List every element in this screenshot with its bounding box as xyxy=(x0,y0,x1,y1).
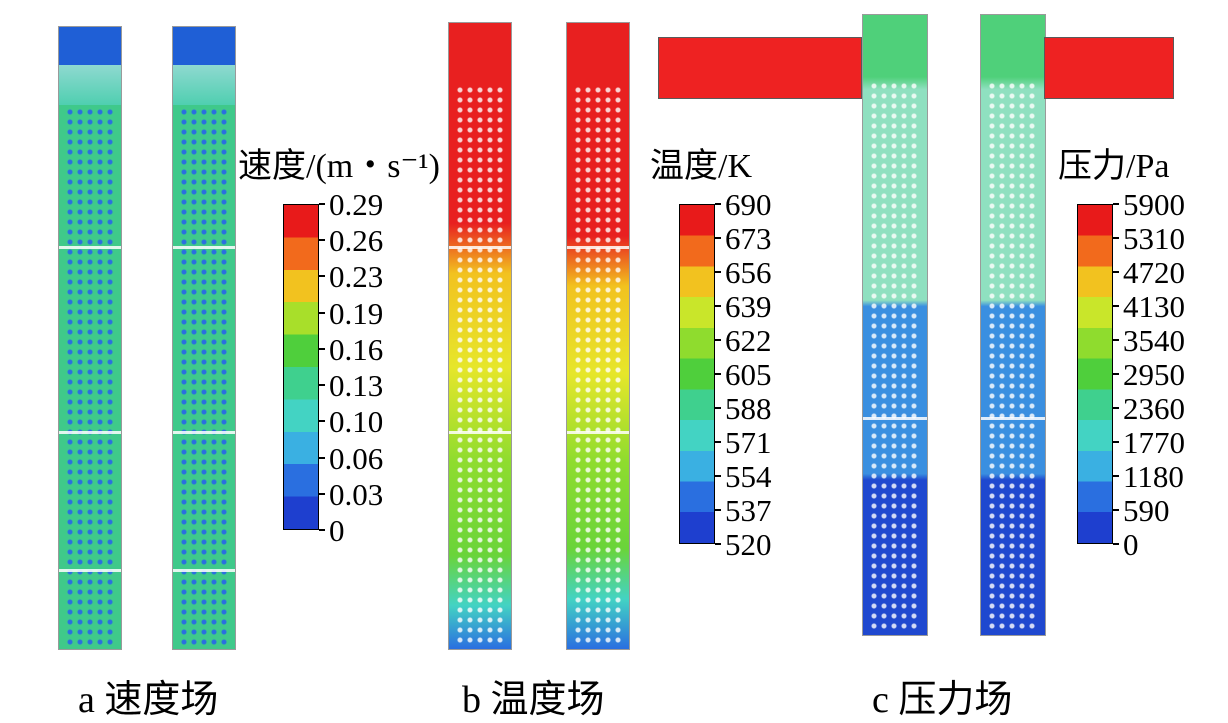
tick-label: 690 xyxy=(725,187,772,222)
velocity-column-2 xyxy=(172,26,236,650)
velocity-column-1 xyxy=(58,26,122,650)
tick-label: 571 xyxy=(725,425,772,460)
tick-mark xyxy=(715,203,721,205)
temperature-column-1 xyxy=(448,22,512,650)
tick-mark xyxy=(715,543,721,545)
tick-mark xyxy=(715,407,721,409)
tick-mark xyxy=(1113,543,1119,545)
tick-label: 0.16 xyxy=(329,331,384,367)
tick-label: 5900 xyxy=(1123,187,1185,222)
tick-mark xyxy=(1113,475,1119,477)
tick-mark xyxy=(1113,203,1119,205)
tick-mark xyxy=(319,492,325,495)
pressure-colorbar xyxy=(1077,204,1113,544)
tick-mark xyxy=(715,271,721,273)
tick-label: 0 xyxy=(329,513,345,548)
tick-label: 554 xyxy=(725,459,772,494)
tick-mark xyxy=(1113,237,1119,239)
tick-mark xyxy=(1113,271,1119,273)
tick-mark xyxy=(1113,373,1119,375)
tick-mark xyxy=(715,441,721,443)
tick-mark xyxy=(319,239,325,242)
velocity-colorbar xyxy=(283,204,319,530)
pressure-column-1 xyxy=(862,14,928,636)
pressure-caption: c 压力场 xyxy=(872,679,1013,721)
tick-mark xyxy=(319,275,325,278)
tick-label: 0.10 xyxy=(329,404,384,440)
tick-label: 0.23 xyxy=(329,259,384,295)
temperature-legend-title: 温度/K xyxy=(650,148,752,185)
tick-label: 590 xyxy=(1123,493,1170,528)
tick-label: 2950 xyxy=(1123,357,1185,392)
tick-mark xyxy=(319,420,325,423)
tick-mark xyxy=(319,203,325,205)
temperature-column-2 xyxy=(566,22,630,650)
pressure-inlet-duct-left xyxy=(658,37,862,99)
tick-label: 537 xyxy=(725,493,772,528)
tick-mark xyxy=(715,475,721,477)
pressure-inlet-duct-right xyxy=(1044,37,1174,99)
tick-mark xyxy=(1113,407,1119,409)
tick-mark xyxy=(715,509,721,511)
tick-mark xyxy=(319,311,325,314)
tick-label: 0.06 xyxy=(329,440,384,476)
pressure-legend-title: 压力/Pa xyxy=(1058,148,1170,185)
tick-mark xyxy=(1113,339,1119,341)
tick-mark xyxy=(715,305,721,307)
tick-mark xyxy=(319,456,325,459)
tick-label: 2360 xyxy=(1123,391,1185,426)
tick-label: 0 xyxy=(1123,527,1139,562)
tick-label: 0.26 xyxy=(329,223,384,259)
temperature-caption: b 温度场 xyxy=(462,679,605,721)
tick-label: 605 xyxy=(725,357,772,392)
tick-label: 639 xyxy=(725,289,772,324)
tick-label: 4720 xyxy=(1123,255,1185,290)
tick-mark xyxy=(715,237,721,239)
tick-label: 588 xyxy=(725,391,772,426)
tick-label: 656 xyxy=(725,255,772,290)
tick-label: 1770 xyxy=(1123,425,1185,460)
tick-label: 673 xyxy=(725,221,772,256)
tick-label: 0.03 xyxy=(329,476,384,512)
tick-mark xyxy=(1113,509,1119,511)
tick-mark xyxy=(1113,305,1119,307)
tick-label: 5310 xyxy=(1123,221,1185,256)
tick-mark xyxy=(319,347,325,350)
tick-label: 0.19 xyxy=(329,295,384,331)
tick-label: 622 xyxy=(725,323,772,358)
tick-label: 520 xyxy=(725,527,772,562)
tick-label: 4130 xyxy=(1123,289,1185,324)
tick-mark xyxy=(1113,441,1119,443)
tick-mark xyxy=(715,373,721,375)
tick-label: 0.13 xyxy=(329,368,384,404)
temperature-colorbar xyxy=(679,204,715,544)
tick-label: 1180 xyxy=(1123,459,1184,494)
tick-mark xyxy=(715,339,721,341)
pressure-column-2 xyxy=(980,14,1046,636)
tick-label: 0.29 xyxy=(329,187,384,222)
tick-mark xyxy=(319,529,325,531)
tick-label: 3540 xyxy=(1123,323,1185,358)
tick-mark xyxy=(319,384,325,387)
velocity-caption: a 速度场 xyxy=(78,679,219,721)
velocity-legend-title: 速度/(m・s⁻¹) xyxy=(238,148,440,185)
